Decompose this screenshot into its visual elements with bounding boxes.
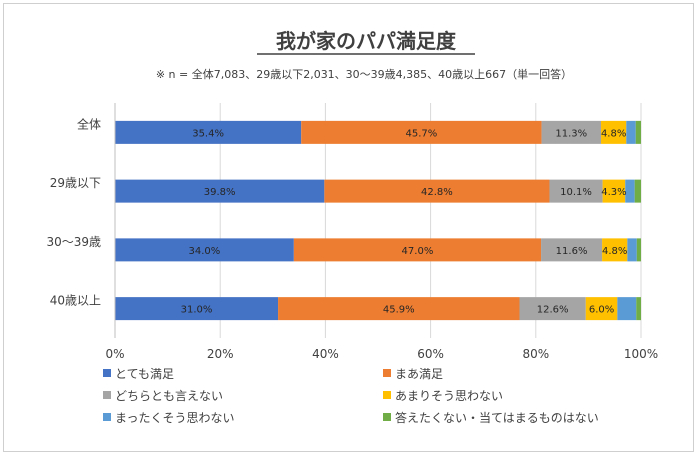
bar-segment <box>324 179 550 203</box>
legend-label: 答えたくない・当てはまるものはない <box>395 410 599 425</box>
legend-label: あまりそう思わない <box>395 389 503 403</box>
data-label: 35.4% <box>192 128 224 139</box>
bar-segment <box>115 238 294 262</box>
data-label: 4.3% <box>601 187 626 198</box>
legend-swatch <box>383 391 391 399</box>
bar-segment <box>635 120 641 144</box>
bar-segment <box>541 238 603 262</box>
legend-label: どちらとも言えない <box>115 389 223 403</box>
bar-segment <box>585 297 618 321</box>
legend-label: とても満足 <box>115 367 174 381</box>
data-label: 10.1% <box>560 187 592 198</box>
category-label: 29歳以下 <box>50 176 101 190</box>
bar-segment <box>625 179 635 203</box>
x-tick-label: 60% <box>417 347 444 361</box>
data-label: 4.8% <box>601 128 626 139</box>
x-tick-label: 40% <box>312 347 339 361</box>
bar-segment <box>115 297 279 321</box>
chart-title: 我が家のパパ満足度 <box>276 29 457 53</box>
bar-segment <box>617 297 637 321</box>
data-label: 11.3% <box>555 128 587 139</box>
bar-segment <box>602 179 626 203</box>
data-label: 34.0% <box>189 246 221 257</box>
legend-swatch <box>383 413 391 421</box>
bar-segment <box>602 238 628 262</box>
data-label: 31.0% <box>181 305 213 316</box>
data-label: 45.7% <box>406 128 438 139</box>
chart-frame <box>3 3 694 452</box>
legend-swatch <box>383 369 391 377</box>
data-label: 11.6% <box>556 246 588 257</box>
bar-segment <box>115 120 302 144</box>
category-label: 30～39歳 <box>46 235 101 249</box>
x-tick-label: 0% <box>105 347 124 361</box>
bar-segment <box>626 120 636 144</box>
legend-swatch <box>103 391 111 399</box>
x-tick-label: 80% <box>522 347 549 361</box>
legend-swatch <box>103 369 111 377</box>
bar-segment <box>115 179 325 203</box>
category-label: 40歳以上 <box>50 294 101 308</box>
bar-segment <box>301 120 542 144</box>
data-label: 4.8% <box>602 246 627 257</box>
data-label: 45.9% <box>383 305 415 316</box>
data-label: 12.6% <box>537 305 569 316</box>
legend-label: まったくそう思わない <box>115 411 235 425</box>
bar-segment <box>601 120 627 144</box>
bar-segment <box>549 179 603 203</box>
x-tick-label: 100% <box>624 347 658 361</box>
data-label: 6.0% <box>589 305 614 316</box>
chart-subtitle: ※ n = 全体7,083、29歳以下2,031、30～39歳4,385、40歳… <box>156 67 572 81</box>
legend-swatch <box>103 413 111 421</box>
legend-label: まあ満足 <box>395 367 443 381</box>
category-label: 全体 <box>77 116 101 131</box>
bar-segment <box>634 179 641 203</box>
bar-segment <box>541 120 602 144</box>
x-tick-label: 20% <box>207 347 234 361</box>
bar-segment <box>636 297 641 321</box>
bar-segment <box>627 238 637 262</box>
data-label: 42.8% <box>421 187 453 198</box>
data-label: 39.8% <box>204 187 236 198</box>
bar-segment <box>636 238 641 262</box>
bar-segment <box>519 297 586 321</box>
bar-segment <box>278 297 520 321</box>
bar-segment <box>293 238 542 262</box>
data-label: 47.0% <box>402 246 434 257</box>
